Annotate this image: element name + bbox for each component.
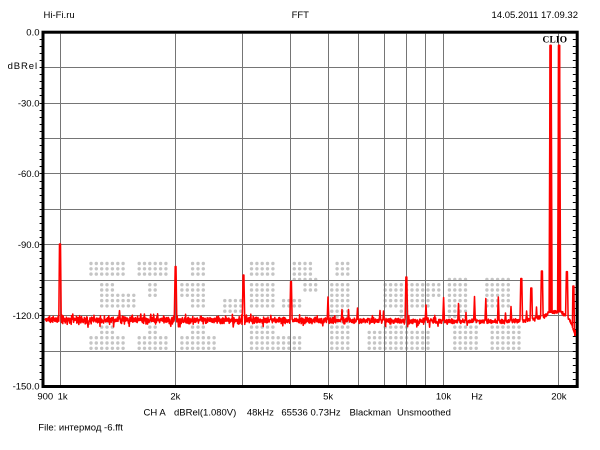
svg-text:10k: 10k: [436, 391, 452, 402]
svg-text:-90.0: -90.0: [18, 240, 40, 251]
svg-text:48kHz: 48kHz: [247, 407, 274, 418]
svg-text:5k: 5k: [323, 391, 333, 402]
svg-text:-30.0: -30.0: [18, 98, 40, 109]
svg-text:2k: 2k: [170, 391, 180, 402]
svg-text:Blackman: Blackman: [350, 407, 392, 418]
svg-text:65536: 65536: [281, 407, 307, 418]
svg-text:1k: 1k: [58, 391, 68, 402]
svg-text:dBRel: dBRel: [8, 61, 38, 72]
svg-text:FFT: FFT: [292, 10, 310, 21]
svg-text:-120.0: -120.0: [13, 311, 40, 322]
svg-text:-150.0: -150.0: [13, 382, 40, 393]
svg-text:Hz: Hz: [471, 391, 483, 402]
svg-text:Unsmoothed: Unsmoothed: [397, 407, 451, 418]
svg-text:Hi-Fi.ru: Hi-Fi.ru: [44, 10, 75, 21]
svg-text:dBRel(1.080V): dBRel(1.080V): [174, 407, 236, 418]
svg-text:20k: 20k: [551, 391, 567, 402]
svg-text:CH A: CH A: [144, 407, 167, 418]
svg-text:14.05.2011 17.09.32: 14.05.2011 17.09.32: [492, 10, 578, 21]
svg-text:-60.0: -60.0: [18, 169, 40, 180]
svg-text:File: интермод -6.fft: File: интермод -6.fft: [38, 423, 123, 434]
svg-text:0.0: 0.0: [26, 27, 39, 38]
svg-text:0.73Hz: 0.73Hz: [311, 407, 341, 418]
svg-text:CLIO: CLIO: [543, 35, 568, 45]
svg-text:900: 900: [37, 391, 53, 402]
